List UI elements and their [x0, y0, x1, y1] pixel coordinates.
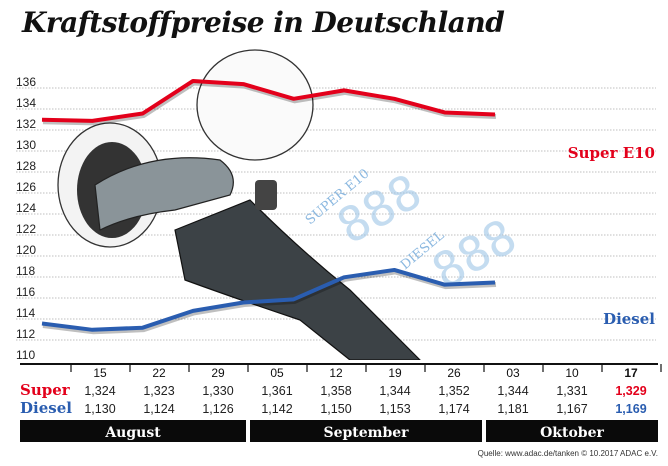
x-tick-label: 17 [624, 366, 638, 380]
table-value: 1,124 [143, 402, 174, 416]
y-tick-label: 116 [16, 285, 35, 299]
table-row-label: Diesel [20, 399, 72, 417]
table-value: 1,130 [84, 402, 115, 416]
table-value: 1,324 [84, 384, 115, 398]
table-background [0, 360, 668, 466]
table-value: 1,323 [143, 384, 174, 398]
y-tick-label: 124 [16, 201, 36, 215]
fuel-cap-icon [196, 49, 314, 161]
y-tick-label: 130 [16, 138, 36, 152]
table-value: 1,344 [497, 384, 528, 398]
x-tick-label: 10 [565, 366, 579, 380]
x-tick-label: 19 [388, 366, 402, 380]
month-label: Oktober [540, 425, 604, 441]
series-line-0 [41, 78, 496, 123]
table-value: 1,126 [202, 402, 233, 416]
y-tick-label: 122 [16, 222, 36, 236]
x-tick-label: 05 [270, 366, 284, 380]
x-tick-label: 15 [93, 366, 107, 380]
table-value: 1,153 [379, 402, 410, 416]
x-tick-label: 22 [152, 366, 166, 380]
x-tick-label: 29 [211, 366, 225, 380]
y-tick-label: 110 [16, 348, 35, 362]
month-bar [486, 420, 658, 442]
table-value: 1,174 [438, 402, 469, 416]
table-value: 1,361 [261, 384, 292, 398]
month-bar [20, 420, 246, 442]
digit-decor: 888 [328, 164, 431, 256]
table-value: 1,329 [615, 384, 646, 398]
y-tick-label: 118 [16, 264, 35, 278]
y-tick-label: 120 [16, 243, 36, 257]
y-tick-label: 112 [16, 327, 35, 341]
y-tick-label: 128 [16, 159, 36, 173]
month-label: September [323, 425, 409, 441]
month-label: August [104, 425, 161, 441]
y-tick-label: 134 [16, 96, 36, 110]
table-value: 1,167 [556, 402, 587, 416]
table-value: 1,352 [438, 384, 469, 398]
nozzle-head-icon [94, 157, 234, 231]
table-value: 1,181 [497, 402, 528, 416]
x-tick-label: 03 [506, 366, 520, 380]
month-bar [250, 420, 482, 442]
table-value: 1,330 [202, 384, 233, 398]
x-tick-label: 12 [329, 366, 343, 380]
table-value: 1,142 [261, 402, 292, 416]
table-value: 1,169 [615, 402, 646, 416]
series-label-diesel: Diesel [603, 310, 655, 328]
source-note: Quelle: www.adac.de/tanken © 10.2017 ADA… [477, 449, 658, 458]
y-tick-label: 136 [16, 75, 36, 89]
nozzle-valve-icon [255, 180, 277, 210]
table-row-label: Super [20, 381, 71, 399]
series-label-super-e10: Super E10 [568, 144, 655, 162]
table-value: 1,344 [379, 384, 410, 398]
x-tick-label: 26 [447, 366, 461, 380]
series-line-1 [41, 267, 496, 332]
table-value: 1,150 [320, 402, 351, 416]
y-tick-label: 132 [16, 117, 36, 131]
y-tick-label: 114 [16, 306, 35, 320]
chart-title: Kraftstoffpreise in Deutschland [22, 6, 505, 39]
table-value: 1,358 [320, 384, 351, 398]
y-tick-label: 126 [16, 180, 36, 194]
table-value: 1,331 [556, 384, 587, 398]
